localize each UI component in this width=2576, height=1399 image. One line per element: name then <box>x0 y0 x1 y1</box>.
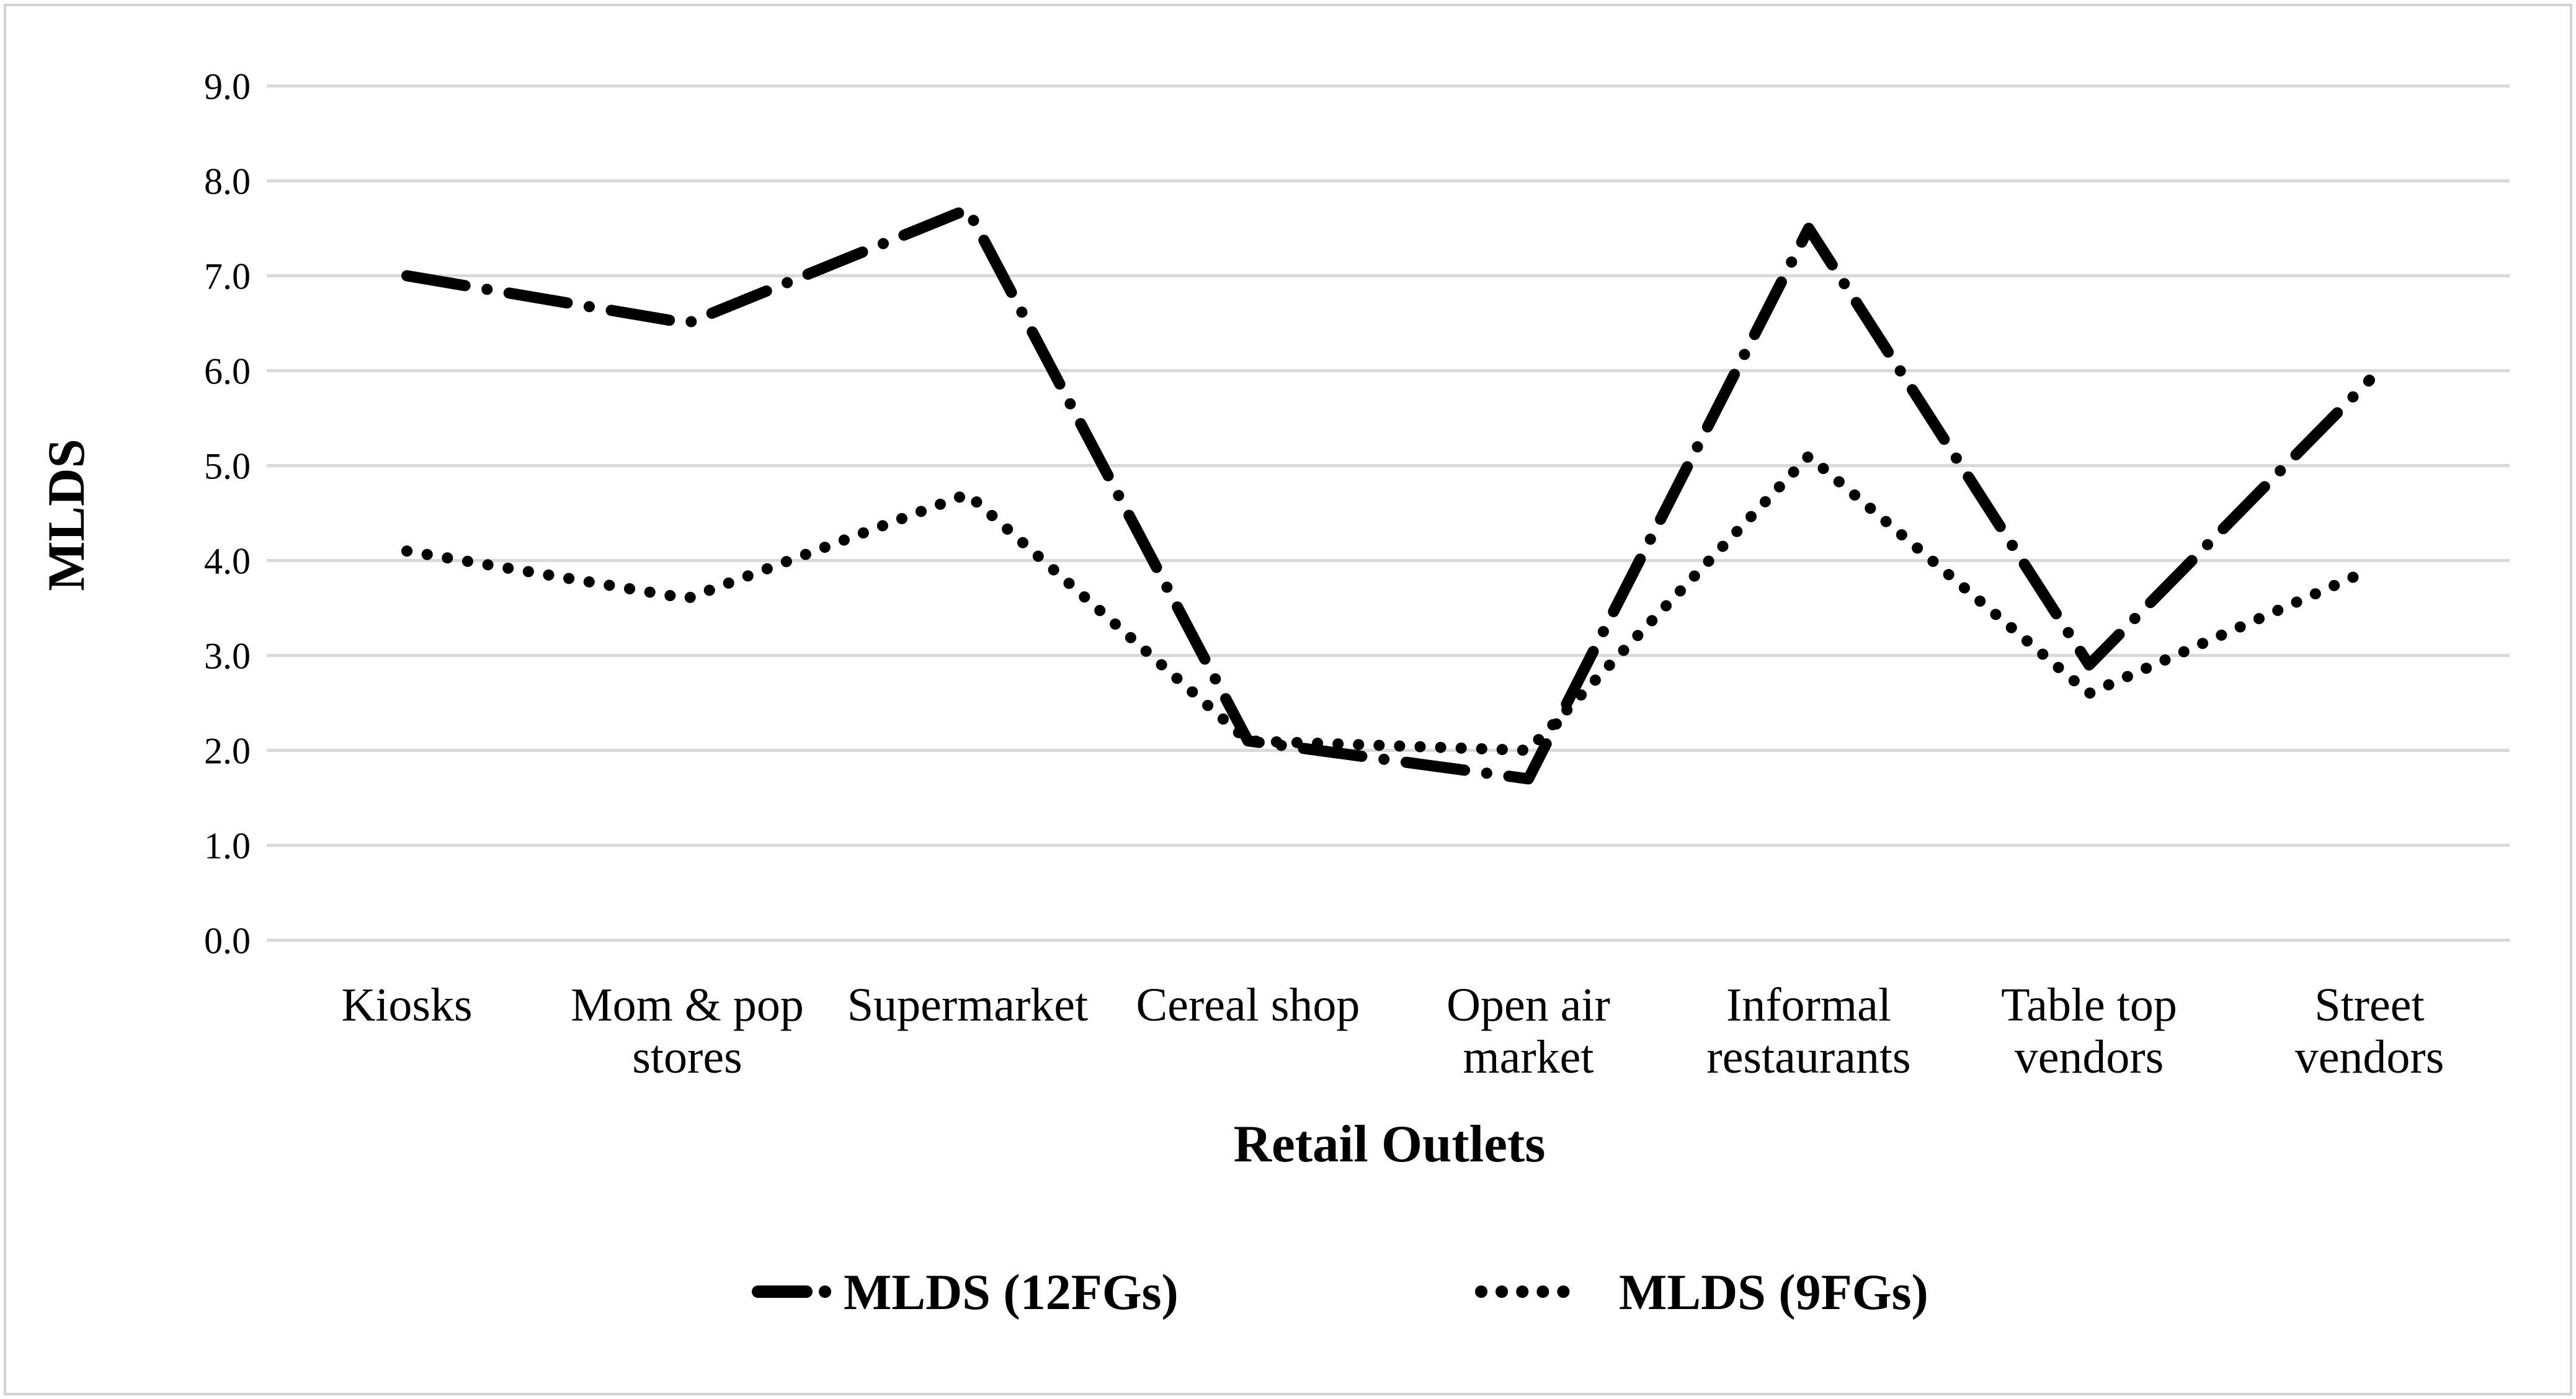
legend-label-12fgs: MLDS (12FGs) <box>844 1264 1179 1320</box>
gridlines <box>267 84 2510 942</box>
y-axis-tick-labels: 0.0 1.0 2.0 3.0 4.0 5.0 6.0 7.0 8.0 9.0 <box>204 66 251 962</box>
y-tick-label: 3.0 <box>204 636 251 677</box>
category-label: Mom & pop stores <box>571 979 804 1083</box>
category-label: Street vendors <box>2295 979 2445 1083</box>
y-tick-label: 2.0 <box>204 731 251 772</box>
y-tick-label: 6.0 <box>204 351 251 392</box>
y-tick-label: 1.0 <box>204 826 251 867</box>
legend: MLDS (12FGs) MLDS (9FGs) <box>752 1264 1928 1320</box>
category-label: Open air market <box>1446 979 1610 1083</box>
data-series <box>401 203 2375 785</box>
x-axis-title: Retail Outlets <box>1234 1115 1546 1173</box>
series-line-mlds-12fgs- <box>401 203 2375 785</box>
category-label: Informal restaurants <box>1706 979 1910 1083</box>
y-tick-label: 4.0 <box>204 541 251 582</box>
y-tick-label: 5.0 <box>204 446 251 487</box>
series-line-mlds-9fgs- <box>401 450 2375 756</box>
y-tick-label: 7.0 <box>204 256 251 297</box>
y-tick-label: 8.0 <box>204 161 251 202</box>
legend-label-9fgs: MLDS (9FGs) <box>1619 1264 1928 1320</box>
y-tick-label: 9.0 <box>204 66 251 107</box>
figure-border <box>4 4 2572 1395</box>
category-label: Kiosks <box>341 979 472 1031</box>
y-axis-title: MLDS <box>37 439 96 591</box>
category-label: Cereal shop <box>1136 979 1360 1031</box>
y-tick-label: 0.0 <box>204 921 251 962</box>
x-axis-category-labels: Kiosks Mom & pop stores Supermarket Cereal s… <box>341 979 2444 1083</box>
category-label: Table top vendors <box>2001 979 2177 1083</box>
category-label: Supermarket <box>847 979 1088 1031</box>
